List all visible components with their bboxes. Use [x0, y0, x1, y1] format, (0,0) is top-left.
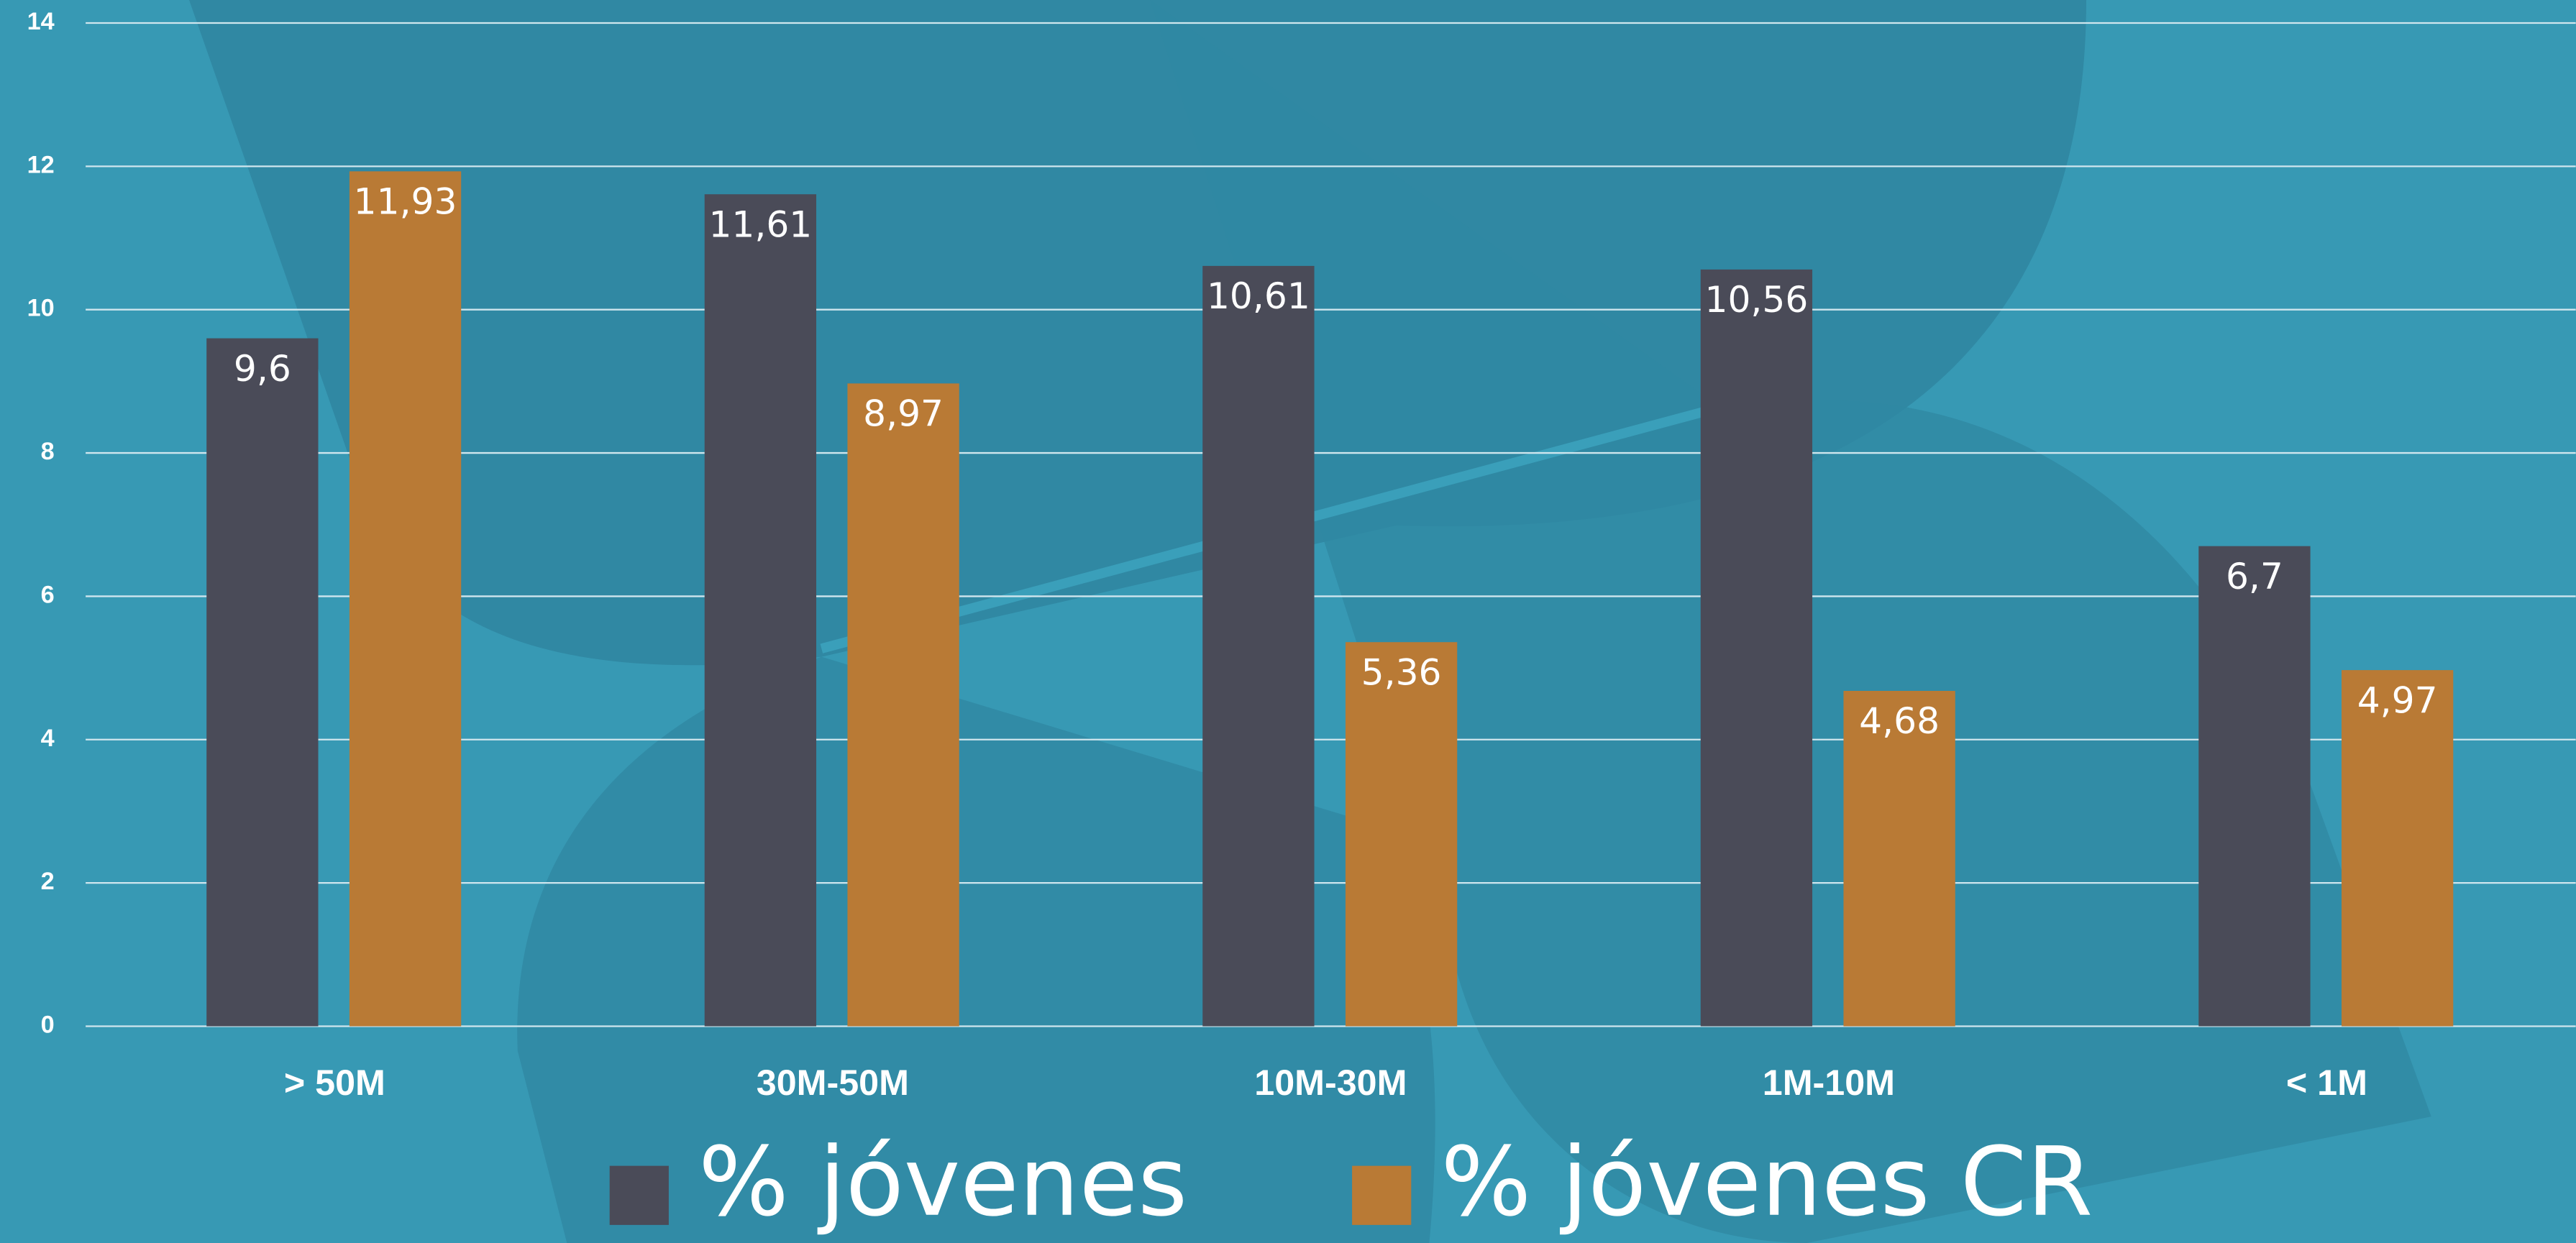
value-label: 6,7: [2226, 555, 2283, 597]
x-tick-label: 10M-30M: [1254, 1063, 1407, 1103]
bar: [847, 383, 959, 1027]
bar: [2341, 670, 2454, 1027]
y-tick-label: 0: [41, 1012, 55, 1039]
y-tick-label: 4: [41, 725, 55, 752]
bar: [206, 338, 319, 1027]
legend-label: % jóvenes: [698, 1127, 1187, 1238]
value-label: 4,97: [2357, 679, 2438, 721]
x-tick-label: < 1M: [2286, 1063, 2367, 1103]
bar: [2198, 546, 2311, 1027]
bar: [1843, 691, 1955, 1027]
bar: [1700, 269, 1813, 1027]
y-tick-label: 10: [27, 295, 55, 322]
value-label: 11,61: [708, 203, 812, 245]
legend-swatch: [609, 1165, 669, 1225]
value-label: 4,68: [1859, 700, 1940, 742]
y-tick-label: 14: [27, 8, 55, 35]
x-tick-label: 1M-10M: [1763, 1063, 1895, 1103]
y-tick-label: 12: [27, 151, 55, 178]
y-tick-label: 2: [41, 868, 55, 895]
bar: [1345, 642, 1458, 1027]
bar: [704, 194, 817, 1027]
value-label: 8,97: [863, 393, 944, 435]
x-tick-label: > 50M: [284, 1063, 385, 1103]
value-label: 11,93: [354, 180, 457, 222]
value-label: 10,56: [1704, 278, 1808, 321]
value-label: 9,6: [234, 347, 291, 390]
y-tick-label: 8: [41, 438, 55, 465]
y-tick-label: 6: [41, 581, 55, 608]
legend-label: % jóvenes CR: [1440, 1127, 2093, 1238]
value-label: 10,61: [1207, 275, 1310, 317]
legend-swatch: [1352, 1165, 1412, 1225]
bar: [1202, 265, 1315, 1027]
x-tick-label: 30M-50M: [757, 1063, 909, 1103]
bar: [349, 171, 462, 1027]
value-label: 5,36: [1361, 651, 1442, 693]
